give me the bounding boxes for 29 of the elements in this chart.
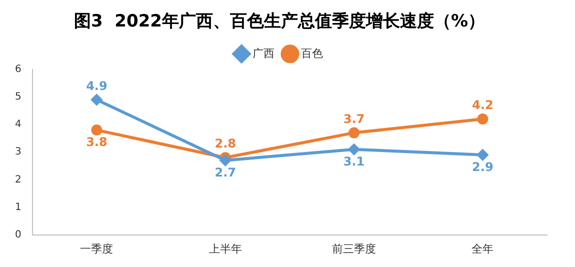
data-label: 2.9 bbox=[472, 160, 494, 174]
point bbox=[477, 149, 488, 160]
data-label: 4.2 bbox=[472, 98, 494, 112]
legend-label: 广西 bbox=[252, 46, 274, 60]
data-label: 4.9 bbox=[86, 78, 108, 93]
data-label: 2.7 bbox=[214, 165, 236, 180]
x-tick-label: 一季度 bbox=[80, 242, 114, 256]
y-tick-label: 0 bbox=[14, 229, 22, 240]
data-label: 2.8 bbox=[214, 136, 236, 151]
data-label: 3.1 bbox=[343, 154, 365, 168]
data-label: 3.8 bbox=[86, 135, 108, 150]
x-tick-label: 上半年 bbox=[208, 242, 242, 256]
point bbox=[91, 124, 102, 136]
point bbox=[348, 144, 360, 155]
y-tick-label: 5 bbox=[14, 92, 22, 103]
point bbox=[348, 127, 360, 138]
y-tick-label: 3 bbox=[14, 146, 22, 158]
point bbox=[477, 114, 488, 125]
point bbox=[91, 94, 102, 106]
y-tick-label: 2 bbox=[14, 174, 22, 186]
legend-label: 百色 bbox=[301, 46, 323, 60]
y-tick-label: 4 bbox=[14, 119, 22, 130]
y-tick-label: 1 bbox=[14, 202, 22, 213]
chart-title: 图3 2022年广西、百色生产总值季度增长速度（%） bbox=[74, 12, 486, 32]
x-tick-label: 全年 bbox=[472, 242, 494, 256]
data-label: 3.7 bbox=[343, 112, 365, 126]
x-tick-label: 前三季度 bbox=[332, 242, 376, 256]
point bbox=[220, 154, 231, 166]
y-tick-label: 6 bbox=[14, 64, 22, 75]
